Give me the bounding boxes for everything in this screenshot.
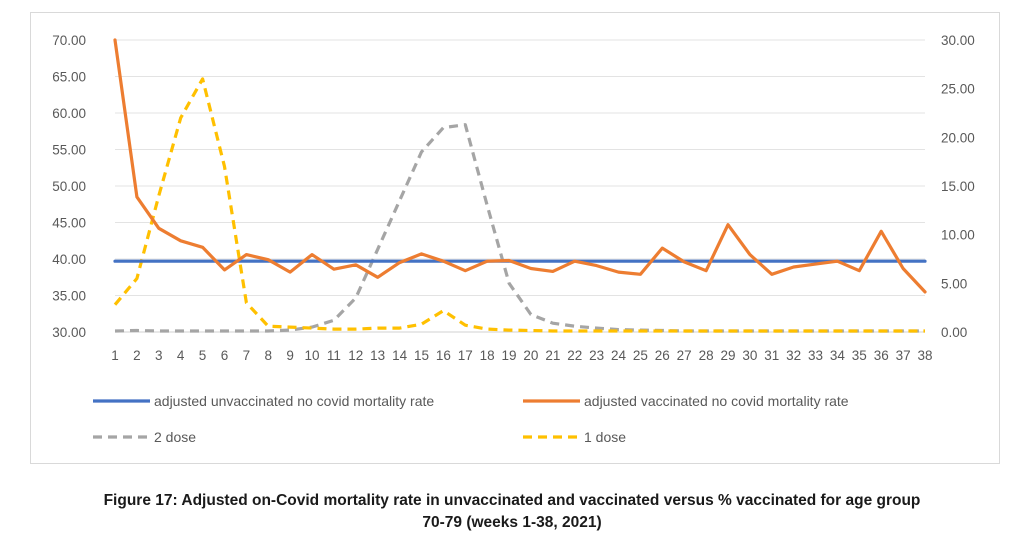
x-tick-label: 13 xyxy=(370,348,385,363)
x-tick-label: 11 xyxy=(327,348,341,363)
y-right-tick-label: 20.00 xyxy=(941,130,975,145)
x-tick-label: 20 xyxy=(523,348,538,363)
legend-label: 2 dose xyxy=(154,429,196,445)
y-left-tick-label: 60.00 xyxy=(52,106,86,121)
caption-line-1: Figure 17: Adjusted on-Covid mortality r… xyxy=(103,492,921,509)
x-tick-label: 27 xyxy=(677,348,692,363)
line-chart: 30.0035.0040.0045.0050.0055.0060.0065.00… xyxy=(52,33,975,445)
x-tick-label: 15 xyxy=(414,348,429,363)
figure-caption: Figure 17: Adjusted on-Covid mortality r… xyxy=(0,490,1024,534)
x-tick-label: 33 xyxy=(808,348,823,363)
legend-label: adjusted vaccinated no covid mortality r… xyxy=(584,393,849,409)
x-tick-label: 25 xyxy=(633,348,648,363)
y-right-tick-label: 30.00 xyxy=(941,33,975,48)
y-right-tick-label: 25.00 xyxy=(941,82,975,97)
x-tick-label: 37 xyxy=(896,348,911,363)
x-tick-label: 24 xyxy=(611,348,627,363)
x-tick-label: 21 xyxy=(545,348,560,363)
series-line-2-dose xyxy=(114,123,925,333)
legend-label: 1 dose xyxy=(584,429,626,445)
chart-frame xyxy=(30,12,1000,464)
x-tick-label: 35 xyxy=(852,348,867,363)
x-tick-label: 12 xyxy=(348,348,363,363)
y-left-tick-label: 35.00 xyxy=(52,289,86,304)
y-right-tick-label: 15.00 xyxy=(941,179,975,194)
x-tick-label: 38 xyxy=(917,348,932,363)
x-tick-label: 1 xyxy=(111,348,119,363)
y-left-tick-label: 40.00 xyxy=(52,252,86,267)
x-tick-label: 22 xyxy=(567,348,582,363)
x-tick-label: 3 xyxy=(155,348,163,363)
caption-line-2: 70-79 (weeks 1-38, 2021) xyxy=(422,514,602,531)
x-tick-label: 23 xyxy=(589,348,604,363)
y-right-tick-label: 5.00 xyxy=(941,276,967,291)
x-tick-label: 34 xyxy=(830,348,846,363)
x-tick-label: 17 xyxy=(458,348,473,363)
series-line-adjusted-vaccinated-no-covid-mortality-rate xyxy=(113,38,927,294)
x-tick-label: 5 xyxy=(199,348,207,363)
x-tick-label: 6 xyxy=(221,348,229,363)
x-tick-label: 19 xyxy=(502,348,517,363)
x-tick-label: 8 xyxy=(264,348,272,363)
y-left-tick-label: 50.00 xyxy=(52,179,86,194)
y-right-tick-label: 10.00 xyxy=(941,228,975,243)
x-tick-label: 14 xyxy=(392,348,408,363)
x-tick-label: 9 xyxy=(286,348,294,363)
y-left-tick-label: 45.00 xyxy=(52,216,86,231)
x-tick-label: 32 xyxy=(786,348,801,363)
legend-label: adjusted unvaccinated no covid mortality… xyxy=(154,393,434,409)
x-tick-label: 30 xyxy=(742,348,757,363)
y-left-tick-label: 30.00 xyxy=(52,325,86,340)
x-tick-label: 28 xyxy=(699,348,714,363)
x-tick-label: 2 xyxy=(133,348,141,363)
y-right-tick-label: 0.00 xyxy=(941,325,967,340)
x-tick-label: 7 xyxy=(243,348,251,363)
x-tick-label: 16 xyxy=(436,348,451,363)
x-tick-label: 4 xyxy=(177,348,185,363)
x-tick-label: 31 xyxy=(764,348,779,363)
x-tick-label: 29 xyxy=(720,348,735,363)
y-left-tick-label: 65.00 xyxy=(52,70,86,85)
x-tick-label: 10 xyxy=(305,348,320,363)
y-left-tick-label: 70.00 xyxy=(52,33,86,48)
x-tick-label: 26 xyxy=(655,348,670,363)
y-left-tick-label: 55.00 xyxy=(52,143,86,158)
x-tick-label: 18 xyxy=(480,348,495,363)
series-line-1-dose xyxy=(113,77,925,333)
x-tick-label: 36 xyxy=(874,348,889,363)
